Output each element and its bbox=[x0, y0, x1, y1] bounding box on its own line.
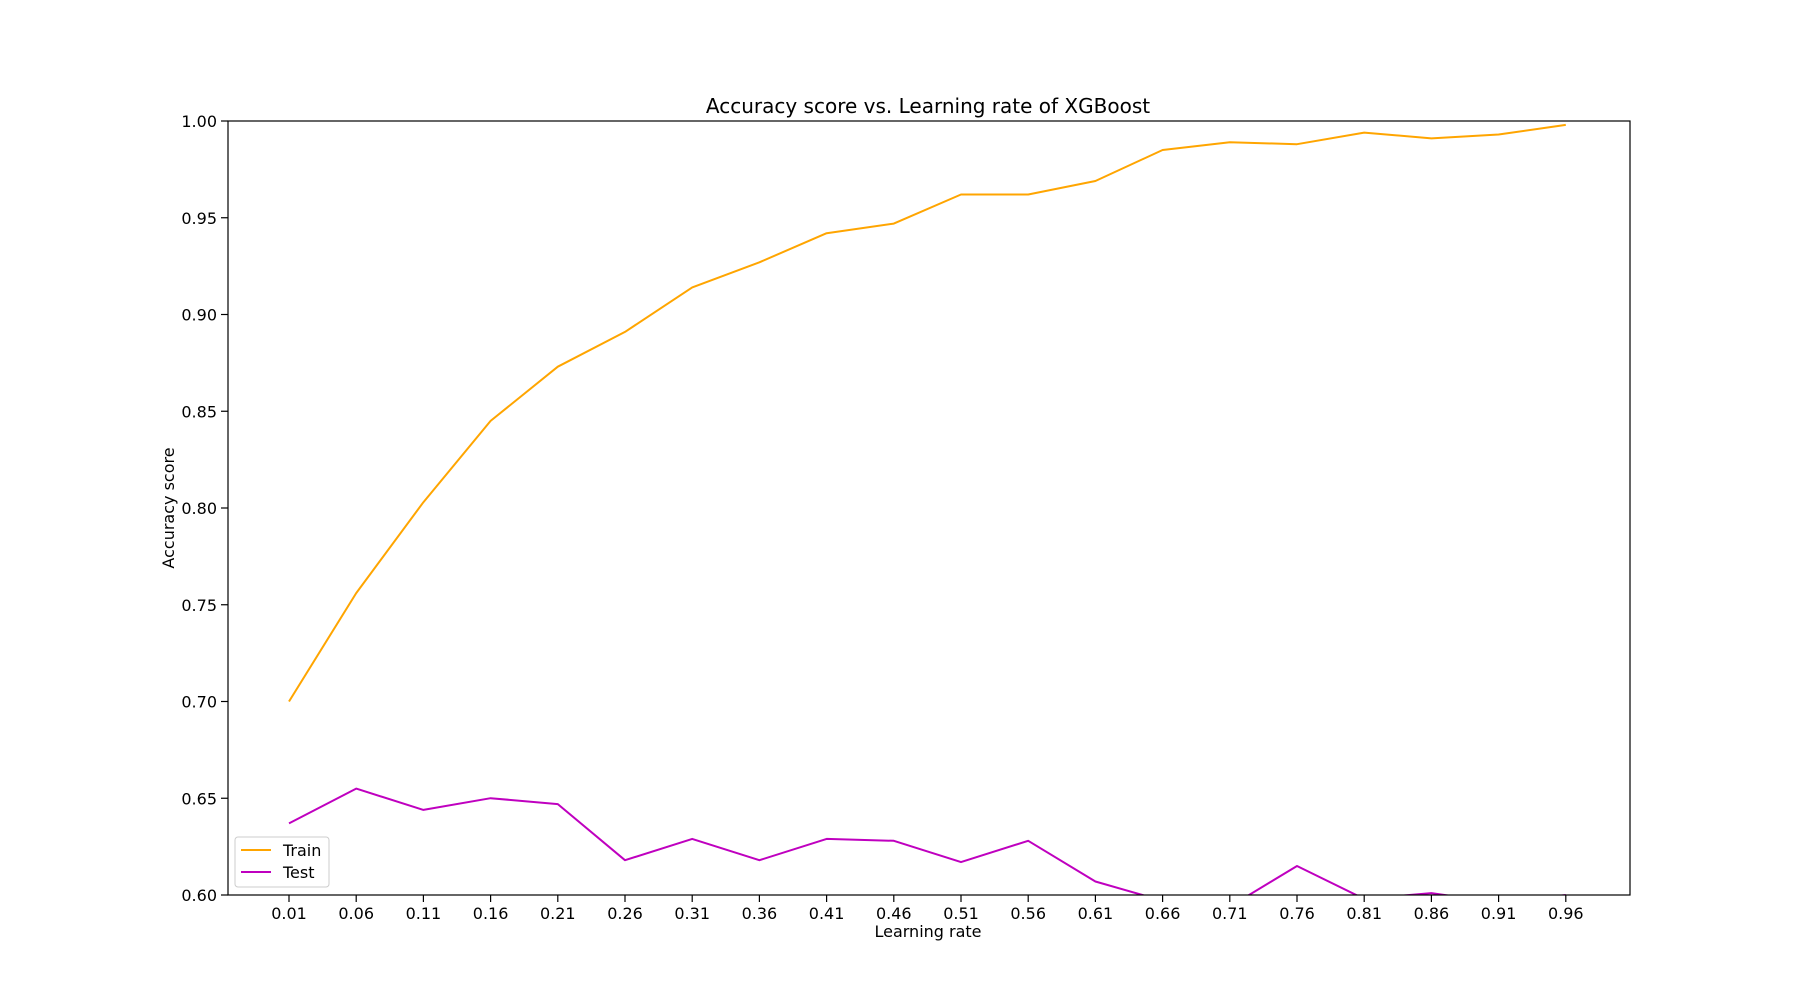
y-tick-label: 0.95 bbox=[181, 209, 217, 228]
data-point-train bbox=[826, 232, 828, 234]
data-point-train bbox=[1565, 124, 1567, 126]
data-point-test bbox=[1430, 892, 1432, 894]
x-tick-label: 0.06 bbox=[338, 904, 374, 923]
series-line-train bbox=[288, 123, 1566, 703]
data-point-train bbox=[1229, 141, 1231, 143]
data-point-train bbox=[422, 501, 424, 503]
data-point-test bbox=[1094, 880, 1096, 882]
x-tick-label: 0.41 bbox=[809, 904, 845, 923]
x-axis: 0.01 0.06 0.11 0.16 0.21 0.26 0.31 0.36 0.41 0.46… bbox=[271, 895, 1584, 923]
data-point-train bbox=[490, 420, 492, 422]
legend-label-test: Test bbox=[282, 863, 315, 882]
data-point-train bbox=[624, 331, 626, 333]
data-point-test bbox=[758, 859, 760, 861]
data-point-train bbox=[691, 286, 693, 288]
data-point-test bbox=[355, 788, 357, 790]
series-train bbox=[288, 123, 1567, 703]
x-tick-label: 0.51 bbox=[943, 904, 979, 923]
plot-area-frame bbox=[227, 120, 1631, 896]
y-tick-label: 0.70 bbox=[181, 693, 217, 712]
y-tick-label: 0.80 bbox=[181, 499, 217, 518]
y-tick-label: 1.00 bbox=[181, 112, 217, 131]
x-tick-label: 0.61 bbox=[1078, 904, 1114, 923]
x-tick-label: 0.31 bbox=[674, 904, 710, 923]
x-axis-label: Learning rate bbox=[874, 922, 981, 941]
y-tick-label: 0.75 bbox=[181, 596, 217, 615]
x-tick-label: 0.96 bbox=[1548, 904, 1584, 923]
legend-label-train: Train bbox=[282, 841, 321, 860]
data-point-train bbox=[893, 223, 895, 225]
x-tick-label: 0.01 bbox=[271, 904, 307, 923]
data-point-train bbox=[1363, 132, 1365, 134]
data-point-test bbox=[288, 822, 290, 824]
x-tick-label: 0.21 bbox=[540, 904, 576, 923]
x-tick-label: 0.76 bbox=[1279, 904, 1315, 923]
y-tick-label: 0.60 bbox=[181, 886, 217, 905]
data-point-train bbox=[1094, 180, 1096, 182]
x-tick-label: 0.46 bbox=[876, 904, 912, 923]
y-axis: 0.60 0.65 0.70 0.75 0.80 0.85 0.90 0.95 1.00 bbox=[181, 112, 228, 905]
data-point-train bbox=[758, 261, 760, 263]
data-point-test bbox=[1027, 840, 1029, 842]
data-point-test bbox=[422, 809, 424, 811]
x-tick-label: 0.36 bbox=[742, 904, 778, 923]
data-point-test bbox=[490, 797, 492, 799]
data-point-test bbox=[557, 803, 559, 805]
data-point-train bbox=[960, 194, 962, 196]
x-tick-label: 0.86 bbox=[1414, 904, 1450, 923]
series-layer bbox=[288, 123, 1567, 895]
y-tick-label: 0.65 bbox=[181, 789, 217, 808]
y-tick-label: 0.90 bbox=[181, 306, 217, 325]
x-tick-label: 0.71 bbox=[1212, 904, 1248, 923]
data-point-train bbox=[1296, 143, 1298, 145]
legend: Train Test bbox=[234, 836, 330, 888]
x-tick-label: 0.91 bbox=[1481, 904, 1517, 923]
data-point-test bbox=[960, 861, 962, 863]
data-point-test bbox=[624, 859, 626, 861]
data-point-train bbox=[557, 366, 559, 368]
x-tick-label: 0.81 bbox=[1346, 904, 1382, 923]
x-tick-label: 0.66 bbox=[1145, 904, 1181, 923]
data-point-train bbox=[1162, 149, 1164, 151]
chart-title: Accuracy score vs. Learning rate of XGBo… bbox=[706, 94, 1150, 118]
x-tick-label: 0.16 bbox=[473, 904, 509, 923]
series-line-test bbox=[288, 787, 1566, 895]
data-point-train bbox=[1498, 134, 1500, 136]
x-tick-label: 0.26 bbox=[607, 904, 643, 923]
x-tick-label: 0.56 bbox=[1010, 904, 1046, 923]
series-test bbox=[288, 787, 1566, 895]
data-point-train bbox=[355, 592, 357, 594]
y-tick-label: 0.85 bbox=[181, 402, 217, 421]
data-point-train bbox=[288, 701, 290, 703]
data-point-test bbox=[691, 838, 693, 840]
data-point-test bbox=[826, 838, 828, 840]
y-axis-label: Accuracy score bbox=[159, 447, 178, 568]
data-point-train bbox=[1027, 194, 1029, 196]
data-point-train bbox=[1430, 137, 1432, 139]
x-tick-label: 0.11 bbox=[406, 904, 442, 923]
data-point-test bbox=[1296, 865, 1298, 867]
data-point-test bbox=[893, 840, 895, 842]
